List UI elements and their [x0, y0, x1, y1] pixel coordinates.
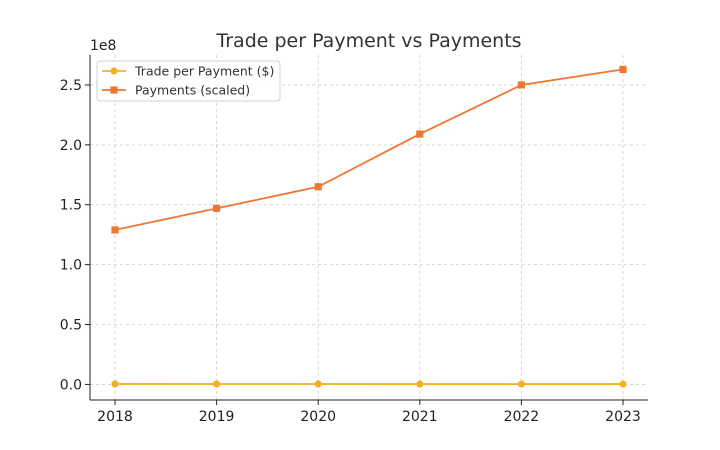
y-tick-label: 1.5 [60, 198, 82, 214]
legend-entry: Trade per Payment ($) [102, 64, 274, 79]
data-point [314, 183, 322, 191]
legend-marker [110, 67, 118, 75]
x-tick-label: 2023 [605, 409, 641, 425]
data-point [213, 204, 221, 212]
grid [90, 55, 648, 400]
data-point [517, 380, 526, 388]
x-tick-label: 2022 [504, 409, 540, 425]
x-tick-label: 2021 [402, 409, 438, 425]
y-tick-label: 1.0 [60, 258, 82, 274]
data-point [619, 380, 627, 388]
series-layer [111, 65, 627, 388]
x-tick-label: 2020 [300, 409, 336, 425]
data-point [213, 380, 221, 388]
axes [85, 55, 648, 405]
series-payments-scaled [111, 65, 627, 234]
y-tick-label: 0.0 [60, 377, 82, 393]
data-point [314, 380, 322, 388]
legend-label: Payments (scaled) [135, 83, 250, 98]
legend-marker [110, 86, 118, 94]
y-tick-label: 2.0 [60, 138, 82, 154]
legend-label: Trade per Payment ($) [134, 64, 274, 79]
y-tick-label: 0.5 [60, 318, 82, 334]
tick-labels: 2018 2019 2020 2021 2022 2023 0.0 0.5 1.0 1.5 2.0 2… [60, 78, 641, 425]
data-point [111, 226, 119, 234]
legend-box [96, 60, 281, 102]
data-point [111, 380, 119, 388]
chart-title: Trade per Payment vs Payments [215, 30, 521, 52]
x-tick-label: 2019 [199, 409, 235, 425]
x-tick-label: 2018 [97, 409, 133, 425]
legend-entry: Payments (scaled) [102, 83, 250, 98]
series-trade-per-payment [111, 380, 627, 388]
data-point [416, 130, 424, 138]
series-line [114, 68, 624, 231]
y-tick-label: 2.5 [60, 78, 82, 94]
data-point [416, 380, 424, 388]
y-axis-offset-label: 1e8 [90, 38, 116, 54]
legend: Trade per Payment ($) Payments (scaled) [96, 60, 281, 102]
data-point [517, 81, 525, 89]
data-point [619, 65, 627, 73]
